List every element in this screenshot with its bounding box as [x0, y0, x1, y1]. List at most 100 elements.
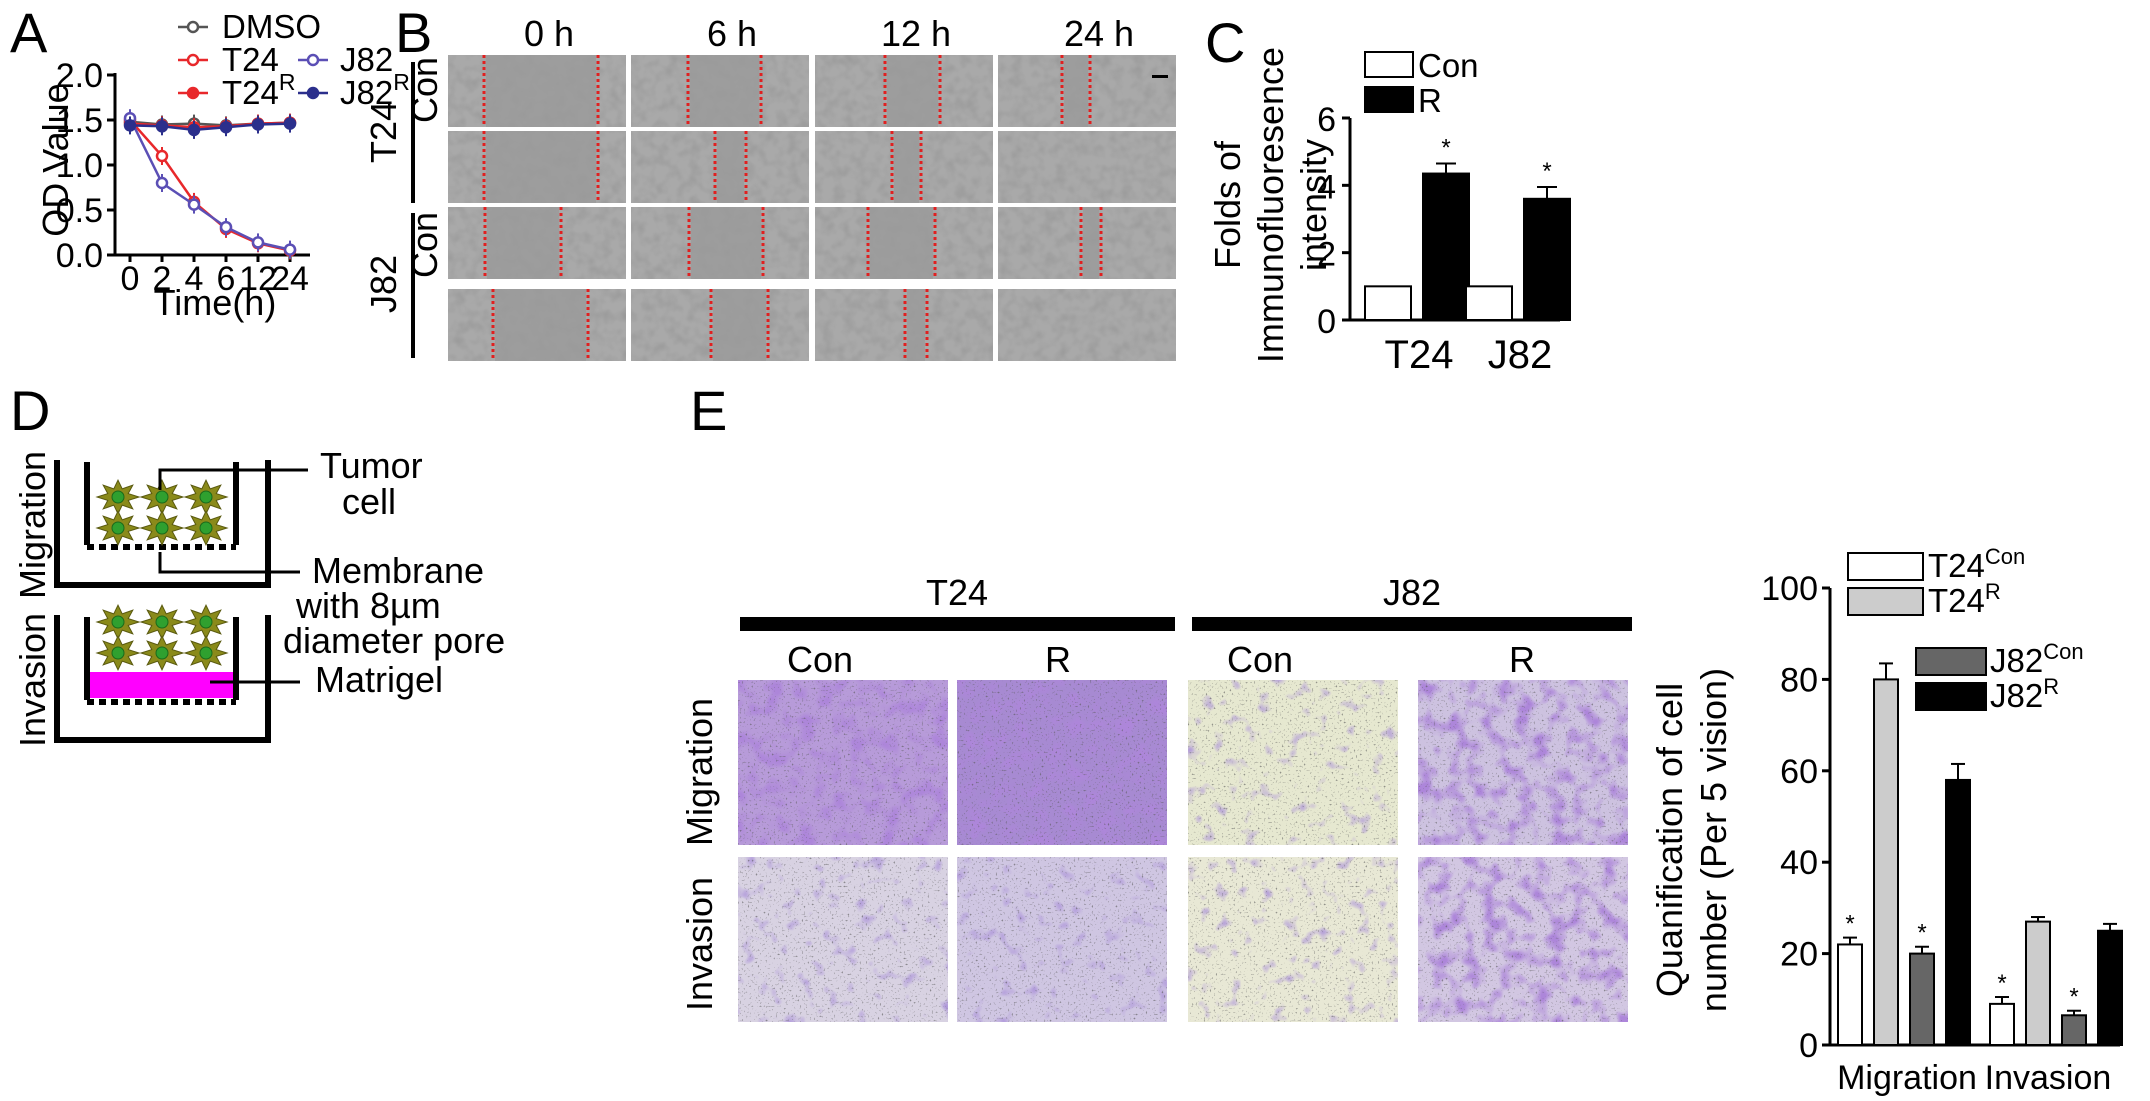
b-scratch-image: [815, 207, 993, 279]
b-scratch-image: [448, 131, 626, 203]
e-ytick-label: 40: [1780, 844, 1818, 882]
e-ytick-label: 60: [1780, 753, 1818, 791]
a-ytick-label: 0.5: [56, 192, 103, 230]
b-time-label: 6 h: [707, 13, 757, 54]
a-xtick-label: 2: [153, 260, 172, 298]
e-bar-t24con: [1837, 943, 1863, 1047]
b-scratch-image: [998, 207, 1176, 279]
b-scratch-image: [631, 55, 809, 127]
a-point-j82r: [251, 118, 265, 131]
e-row-label-migration: Migration: [679, 698, 720, 846]
e-legend-t24r: T24R: [1928, 579, 2001, 619]
a-ytick-label: 1.5: [56, 102, 103, 140]
tumor-cell-icon: [183, 604, 229, 640]
b-scratch-image: [631, 207, 809, 279]
c-category-label: T24: [1385, 333, 1454, 377]
e-transwell-image: [1188, 857, 1398, 1022]
invasion-outer-well: [54, 615, 271, 743]
e-ylabel-1: Quanification of cell: [1649, 683, 1690, 997]
a-ytick-label: 0.0: [56, 237, 103, 275]
d-label-membrane: Membrane: [312, 550, 484, 591]
a-point-j82: [187, 198, 201, 211]
c-legend-con: Con: [1418, 47, 1479, 84]
panel-label-e: E: [690, 379, 727, 442]
tumor-cell-icon: [95, 635, 141, 671]
b-scratch-image: [631, 289, 809, 361]
tumor-cell-icon: [139, 635, 185, 671]
c-bar-con: [1364, 285, 1412, 322]
b-scratch-image: [631, 131, 809, 203]
c-significance: *: [1542, 158, 1551, 185]
tumor-cell-icon: [95, 510, 141, 546]
e-transwell-image: [957, 857, 1167, 1022]
panel-e-transwell-images: T24 J82 Con R Con R Migration Invasion: [679, 572, 1632, 1022]
d-label-pore: diameter pore: [283, 620, 505, 661]
b-time-label: 0 h: [524, 13, 574, 54]
d-row-label-migration: Migration: [12, 451, 53, 599]
a-xtick-label: 6: [217, 260, 236, 298]
e-legend-t24con: T24Con: [1928, 544, 2025, 584]
b-group-label-t24: T24: [363, 101, 404, 163]
matrigel-layer: [90, 672, 233, 698]
e-col-label-3: Con: [1227, 639, 1293, 680]
scale-bar: [1152, 75, 1168, 78]
c-category-label: J82: [1488, 333, 1553, 377]
d-label-with8: with 8µm: [295, 585, 441, 626]
e-col-label-1: Con: [787, 639, 853, 680]
panel-label-b: B: [395, 1, 432, 64]
callout-membrane: [158, 552, 300, 574]
e-significance: *: [1997, 970, 2006, 997]
legend-t24r: T24R: [222, 69, 296, 111]
e-bar-j82con: [1909, 952, 1935, 1046]
panel-c-ylabel-3: intensity: [1293, 139, 1334, 271]
e-transwell-image: [1418, 857, 1628, 1022]
tumor-cell-icon: [139, 510, 185, 546]
e-group-label-t24: T24: [926, 572, 988, 613]
e-bar-t24con: [1989, 1002, 2015, 1046]
legend-dmso: DMSO: [222, 8, 321, 45]
tumor-cell-icon: [183, 479, 229, 515]
a-point-j82r: [123, 119, 137, 132]
c-ytick-label: 6: [1317, 101, 1336, 139]
tumor-cell-icon: [183, 510, 229, 546]
b-time-label: 12 h: [881, 13, 951, 54]
tumor-cell-icon: [183, 635, 229, 671]
d-label-tumor: Tumor: [320, 445, 423, 486]
tumor-cell-icon: [139, 479, 185, 515]
c-legend-r: R: [1418, 82, 1442, 119]
tumor-cell-icon: [95, 479, 141, 515]
d-label-cell: cell: [342, 481, 396, 522]
b-time-label: 24 h: [1064, 13, 1134, 54]
a-series-line-j82: [128, 117, 291, 251]
a-point-j82: [155, 176, 169, 190]
e-ytick-label: 80: [1780, 661, 1818, 699]
panel-label-c: C: [1205, 11, 1245, 74]
panel-c-bar-chart: Folds of Immunofluoresence intensity 0 2 4…: [1207, 47, 1571, 377]
panel-label-a: A: [10, 1, 48, 64]
a-point-j82: [251, 236, 265, 249]
b-scratch-image: [998, 55, 1176, 127]
e-ytick-label: 0: [1799, 1027, 1818, 1065]
e-category-label: Migration: [1837, 1059, 1977, 1097]
e-group-label-j82: J82: [1383, 572, 1441, 613]
c-bar-con: [1465, 285, 1513, 322]
e-significance: *: [1917, 920, 1926, 947]
a-xtick-label: 4: [185, 260, 204, 298]
e-ylabel-2: number (Per 5 vision): [1693, 668, 1734, 1012]
a-xtick-label: 0: [121, 260, 140, 298]
e-row-label-invasion: Invasion: [679, 877, 720, 1011]
e-legend-j82r: J82R: [1990, 674, 2059, 714]
panel-a-xlabel: Time(h): [154, 282, 277, 323]
d-label-matrigel: Matrigel: [315, 659, 443, 700]
panel-a-ylabel: OD Value: [35, 83, 76, 236]
a-point-t24: [155, 149, 169, 163]
panel-c-ylabel-2: Immunofluoresence: [1250, 47, 1291, 363]
a-xtick-label: 24: [271, 260, 309, 298]
c-bar-r: [1422, 172, 1470, 321]
b-scratch-image: [998, 131, 1176, 203]
e-bar-j82r: [2097, 929, 2123, 1046]
e-significance: *: [1845, 911, 1854, 938]
migration-outer-well: [54, 460, 271, 588]
b-row-label-t24-con: Con: [404, 57, 445, 123]
